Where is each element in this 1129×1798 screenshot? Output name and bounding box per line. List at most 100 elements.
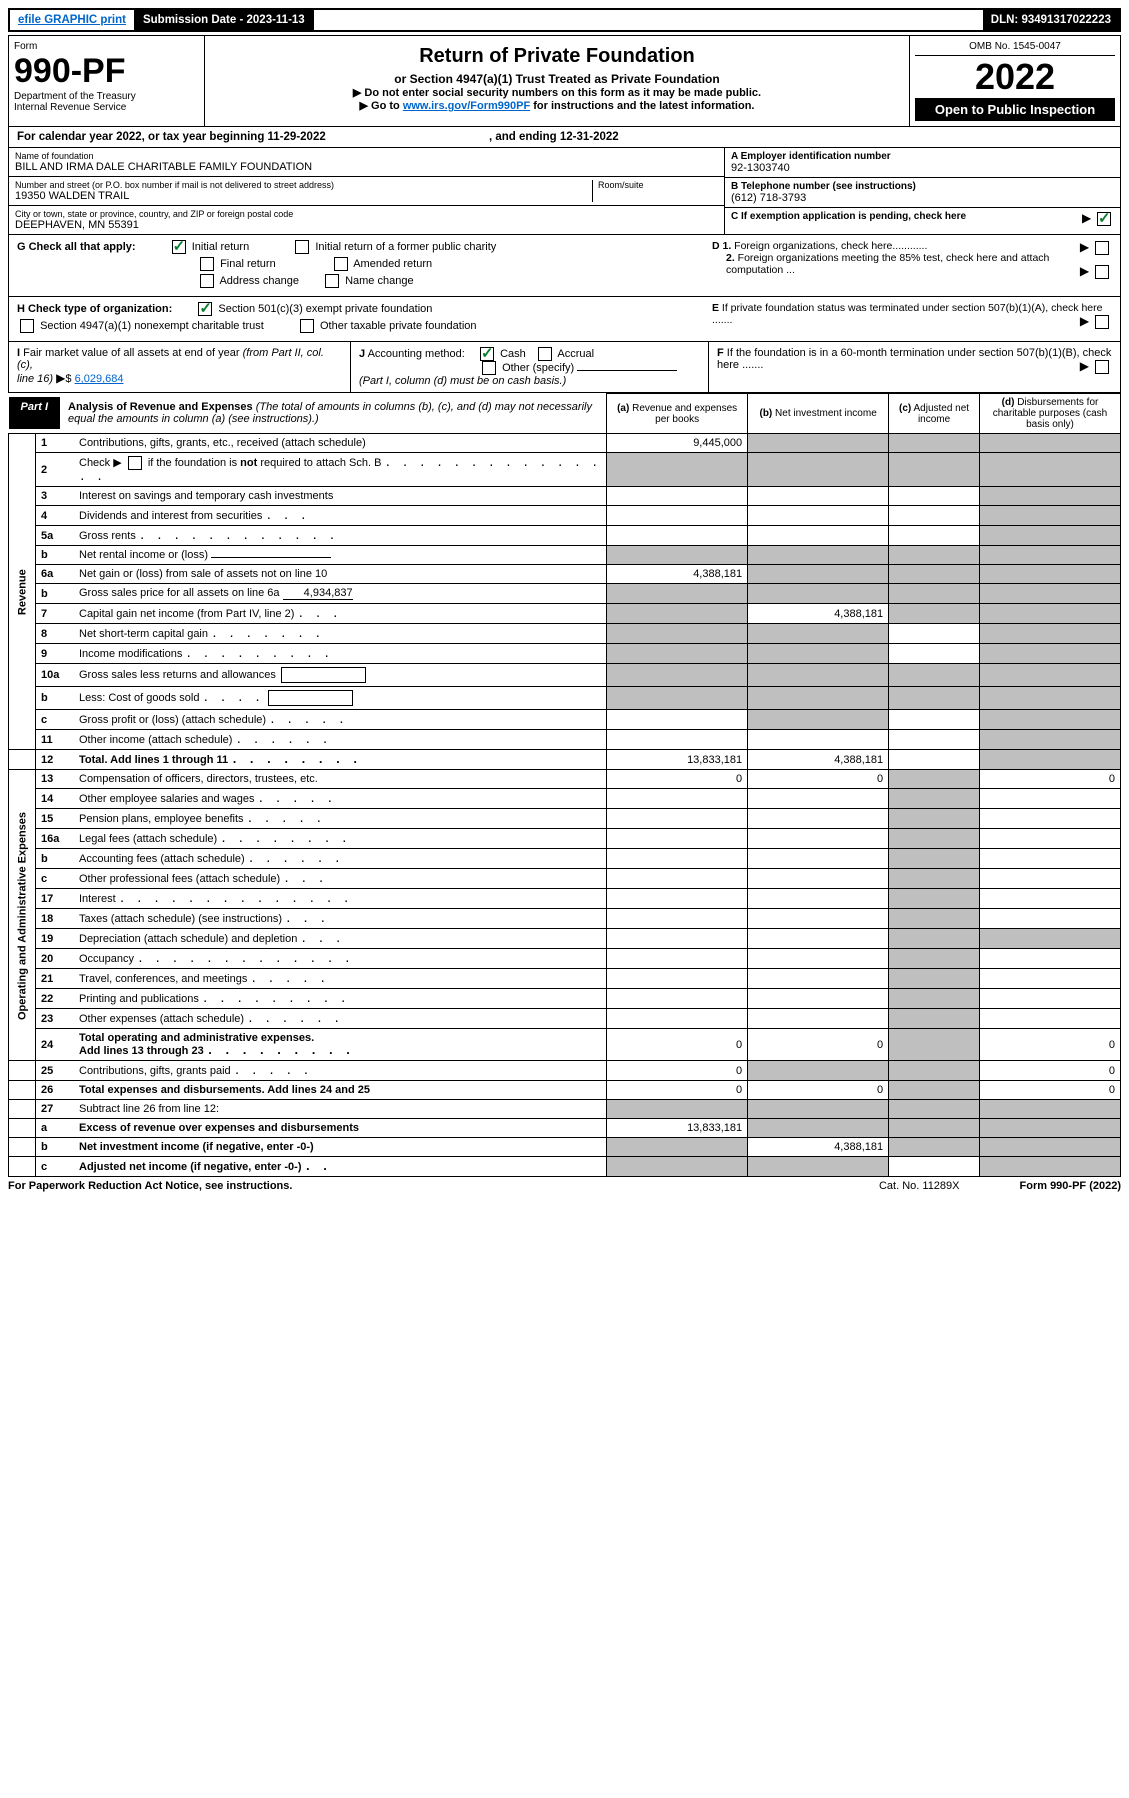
line-26: Total expenses and disbursements. Add li… [74,1081,607,1100]
name-label: Name of foundation [15,151,718,161]
submission-date: Submission Date - 2023-11-13 [135,10,314,30]
expenses-header: Operating and Administrative Expenses [9,770,36,1061]
line-9: Income modifications . . . . . . . . . [74,644,607,664]
initial-return-checkbox[interactable] [172,240,186,254]
col-b-header: (b) Net investment income [748,394,889,434]
form-subtitle: or Section 4947(a)(1) Trust Treated as P… [210,72,904,86]
form-label: Form [14,41,199,52]
irs: Internal Revenue Service [14,102,199,113]
line-10b: Less: Cost of goods sold . . . . [74,687,607,710]
line-24: Total operating and administrative expen… [74,1029,607,1061]
line-14: Other employee salaries and wages . . . … [74,789,607,809]
form-header: Form 990-PF Department of the Treasury I… [8,35,1121,127]
line-8: Net short-term capital gain . . . . . . … [74,624,607,644]
foundation-name: BILL AND IRMA DALE CHARITABLE FAMILY FOU… [15,161,718,173]
city-label: City or town, state or province, country… [15,209,718,219]
line-16a: Legal fees (attach schedule) . . . . . .… [74,829,607,849]
amended-checkbox[interactable] [334,257,348,271]
room-label: Room/suite [598,180,718,190]
address-change-checkbox[interactable] [200,274,214,288]
j-note: (Part I, column (d) must be on cash basi… [359,375,566,387]
accrual-checkbox[interactable] [538,347,552,361]
501c3-checkbox[interactable] [198,302,212,316]
section-ijf: I Fair market value of all assets at end… [8,342,1121,393]
4947-checkbox[interactable] [20,319,34,333]
line-11: Other income (attach schedule) . . . . .… [74,730,607,750]
cash-checkbox[interactable] [480,347,494,361]
tax-year: 2022 [915,56,1115,98]
line-6a: Net gain or (loss) from sale of assets n… [74,565,607,584]
top-bar: efile GRAPHIC print Submission Date - 20… [8,8,1121,32]
section-h: H Check type of organization: Section 50… [8,297,1121,342]
e-checkbox[interactable] [1095,315,1109,329]
part1-label: Part I [9,397,61,429]
form-number: 990-PF [14,52,199,91]
line-10c: Gross profit or (loss) (attach schedule)… [74,710,607,730]
line-12: Total. Add lines 1 through 11 . . . . . … [74,750,607,770]
ein: 92-1303740 [731,162,1114,174]
line-21: Travel, conferences, and meetings . . . … [74,969,607,989]
part1-table: Part I Analysis of Revenue and Expenses … [8,393,1121,1177]
line-15: Pension plans, employee benefits . . . .… [74,809,607,829]
line-23: Other expenses (attach schedule) . . . .… [74,1009,607,1029]
line-13: Compensation of officers, directors, tru… [74,770,607,789]
city-state-zip: DEEPHAVEN, MN 55391 [15,219,718,231]
fmv-value: 6,029,684 [75,373,124,385]
line-27: Subtract line 26 from line 12: [74,1100,607,1119]
footer-catno: Cat. No. 11289X [879,1180,960,1192]
schb-checkbox[interactable] [128,456,142,470]
line-22: Printing and publications . . . . . . . … [74,989,607,1009]
section-g: G Check all that apply: Initial return I… [8,235,1121,297]
ein-label: A Employer identification number [731,151,1114,162]
page-footer: For Paperwork Reduction Act Notice, see … [8,1177,1121,1195]
col-a-header: (a) Revenue and expenses per books [607,394,748,434]
line-20: Occupancy . . . . . . . . . . . . . [74,949,607,969]
street-address: 19350 WALDEN TRAIL [15,190,592,202]
line-27b: Net investment income (if negative, ente… [74,1138,607,1157]
c-label: C If exemption application is pending, c… [731,211,966,222]
other-taxable-checkbox[interactable] [300,319,314,333]
final-return-checkbox[interactable] [200,257,214,271]
line-1: Contributions, gifts, grants, etc., rece… [74,434,607,453]
tel-label: B Telephone number (see instructions) [731,181,1114,192]
col-c-header: (c) Adjusted net income [889,394,980,434]
line-4: Dividends and interest from securities .… [74,506,607,526]
dln: DLN: 93491317022223 [983,10,1119,30]
d1-checkbox[interactable] [1095,241,1109,255]
f-checkbox[interactable] [1095,360,1109,374]
footer-form: Form 990-PF (2022) [1020,1180,1122,1192]
revenue-header: Revenue [9,434,36,750]
line-25: Contributions, gifts, grants paid . . . … [74,1061,607,1081]
efile-label: efile GRAPHIC print [10,10,135,30]
line-19: Depreciation (attach schedule) and deple… [74,929,607,949]
line-16b: Accounting fees (attach schedule) . . . … [74,849,607,869]
initial-former-checkbox[interactable] [295,240,309,254]
irs-link[interactable]: www.irs.gov/Form990PF [403,100,530,112]
line-5a: Gross rents . . . . . . . . . . . . [74,526,607,546]
footer-left: For Paperwork Reduction Act Notice, see … [8,1180,292,1192]
line-27a: Excess of revenue over expenses and disb… [74,1119,607,1138]
line-5b: Net rental income or (loss) [74,546,607,565]
line-10a: Gross sales less returns and allowances [74,664,607,687]
line-17: Interest . . . . . . . . . . . . . . [74,889,607,909]
entity-info: Name of foundation BILL AND IRMA DALE CH… [8,148,1121,235]
line-2: Check ▶ if the foundation is not require… [74,453,607,487]
line-27c: Adjusted net income (if negative, enter … [74,1157,607,1177]
h-label: H Check type of organization: [17,303,172,315]
name-change-checkbox[interactable] [325,274,339,288]
line-3: Interest on savings and temporary cash i… [74,487,607,506]
omb-number: OMB No. 1545-0047 [915,41,1115,56]
dept-treasury: Department of the Treasury [14,91,199,102]
exemption-pending-checkbox[interactable] [1097,212,1111,226]
line-7: Capital gain net income (from Part IV, l… [74,604,607,624]
line-18: Taxes (attach schedule) (see instruction… [74,909,607,929]
instr-goto: ▶ Go to www.irs.gov/Form990PF for instru… [210,99,904,112]
instr-ssn: ▶ Do not enter social security numbers o… [210,86,904,99]
col-d-header: (d) Disbursements for charitable purpose… [980,394,1121,434]
d2-checkbox[interactable] [1095,265,1109,279]
other-method-checkbox[interactable] [482,361,496,375]
g-label: G Check all that apply: [17,241,136,253]
line-16c: Other professional fees (attach schedule… [74,869,607,889]
line-6b: Gross sales price for all assets on line… [74,584,607,604]
open-public: Open to Public Inspection [915,98,1115,121]
